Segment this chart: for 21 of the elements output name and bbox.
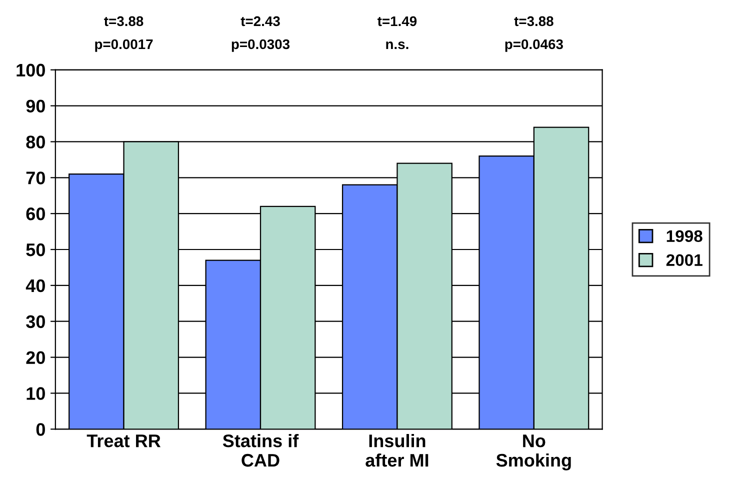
text: t=3.88 p=0.0017	[95, 16, 153, 52]
text: t=2.43 p=0.0303	[232, 16, 290, 52]
x-tick-label: Treat RR	[86, 434, 161, 448]
y-tick-label: 50	[26, 243, 45, 256]
y-tick-label: 70	[26, 172, 45, 184]
legend-label: 1998	[666, 230, 702, 242]
text: t=1.49 n.s.	[378, 16, 417, 50]
y-tick-label: 20	[26, 351, 45, 364]
y-tick-label: 30	[26, 315, 45, 328]
y-tick-label: 0	[36, 423, 45, 436]
y-tick-label: 100	[16, 64, 45, 77]
y-tick-label: 60	[26, 208, 45, 220]
text: t=3.88 p=0.0463	[505, 16, 563, 52]
x-tick-label: Insulin after MI	[366, 434, 428, 467]
x-tick-label: Statins if CAD	[222, 434, 299, 467]
x-tick-label: No Smoking	[496, 434, 571, 470]
legend-label: 2001	[666, 254, 702, 266]
y-tick-label: 10	[26, 387, 45, 400]
y-tick-label: 90	[26, 100, 45, 113]
y-tick-label: 40	[26, 279, 45, 292]
y-tick-label: 80	[26, 136, 45, 148]
